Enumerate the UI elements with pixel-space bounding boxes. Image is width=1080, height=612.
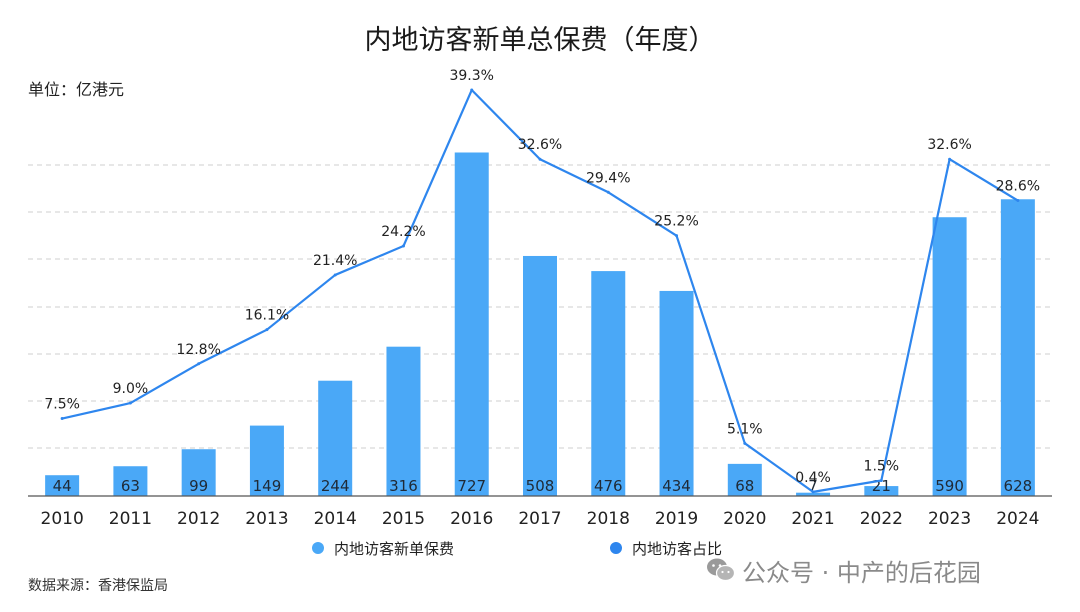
bar-value-label: 44	[53, 477, 72, 495]
x-tick-label: 2015	[382, 509, 425, 529]
x-tick-label: 2024	[996, 509, 1039, 529]
share-value-label: 0.4%	[795, 470, 831, 486]
legend-item-share: 内地访客占比	[610, 538, 722, 558]
x-tick-label: 2017	[518, 509, 561, 529]
share-value-label: 32.6%	[518, 137, 562, 153]
share-point	[743, 441, 747, 445]
share-value-label: 7.5%	[44, 397, 80, 413]
legend-item-premium: 内地访客新单保费	[312, 538, 454, 558]
bar	[659, 290, 694, 496]
share-point	[265, 328, 269, 332]
unit-label: 单位：亿港元	[28, 80, 125, 99]
legend-swatch-premium	[312, 542, 324, 554]
share-value-label: 32.6%	[927, 137, 971, 153]
x-tick-label: 2010	[41, 509, 84, 529]
legend-label-share: 内地访客占比	[632, 539, 723, 558]
bar-value-label: 149	[253, 477, 282, 495]
x-tick-label: 2023	[928, 509, 971, 529]
share-value-label: 12.8%	[176, 342, 220, 358]
share-value-label: 29.4%	[586, 170, 630, 186]
bar-value-label: 99	[189, 477, 208, 495]
x-tick-label: 2019	[655, 509, 698, 529]
bar-value-label: 68	[735, 477, 754, 495]
share-value-label: 21.4%	[313, 253, 357, 269]
source-label: 数据来源：香港保监局	[28, 578, 168, 594]
share-value-label: 1.5%	[864, 459, 900, 475]
bar-value-label: 727	[457, 477, 486, 495]
bar-value-label: 244	[321, 477, 350, 495]
share-point	[811, 490, 815, 494]
share-value-label: 5.1%	[727, 421, 763, 437]
watermark-text: 公众号 · 中产的后花园	[742, 558, 981, 587]
share-point	[879, 479, 883, 483]
bar	[523, 255, 557, 496]
bar	[591, 271, 626, 496]
x-tick-label: 2014	[314, 509, 357, 529]
share-point	[606, 190, 610, 194]
bar	[386, 346, 421, 496]
wechat-icon	[707, 558, 736, 582]
bar-value-label: 508	[526, 477, 555, 495]
bar	[318, 380, 353, 496]
legend-swatch-share	[610, 542, 622, 554]
bar	[932, 217, 967, 496]
bar	[45, 475, 80, 496]
bar-value-label: 476	[594, 477, 623, 495]
bar	[454, 152, 489, 496]
chart-title: 内地访客新单总保费（年度）	[364, 25, 716, 56]
bar	[796, 492, 831, 496]
bar	[181, 449, 216, 496]
bar-value-label: 434	[662, 477, 691, 495]
share-value-label: 28.6%	[996, 179, 1040, 195]
bar-value-label: 590	[935, 477, 964, 495]
legend-label-premium: 内地访客新单保费	[334, 539, 455, 558]
bar-value-label: 628	[1004, 477, 1033, 495]
x-tick-label: 2016	[450, 509, 493, 529]
bar-value-label: 63	[121, 477, 140, 495]
share-point	[538, 157, 542, 161]
bar-value-label: 7	[808, 477, 818, 495]
watermark: 公众号 · 中产的后花园	[706, 553, 981, 587]
share-point	[197, 362, 201, 366]
share-point	[1016, 199, 1020, 203]
bar	[864, 486, 899, 496]
share-point	[60, 417, 64, 421]
share-value-label: 9.0%	[113, 381, 149, 397]
share-value-label: 24.2%	[381, 224, 425, 240]
share-value-label: 39.3%	[449, 68, 493, 84]
bar	[1000, 199, 1035, 496]
x-tick-label: 2018	[587, 509, 630, 529]
x-tick-label: 2021	[791, 509, 834, 529]
x-tick-label: 2022	[860, 509, 903, 529]
share-point	[333, 273, 337, 277]
share-point	[128, 401, 132, 405]
x-tick-label: 2011	[109, 509, 152, 529]
bar	[727, 463, 762, 496]
share-value-label: 25.2%	[654, 214, 698, 230]
share-point	[675, 234, 679, 238]
x-tick-label: 2020	[723, 509, 766, 529]
bar-value-label: 316	[389, 477, 418, 495]
bar	[249, 425, 284, 496]
x-tick-label: 2012	[177, 509, 220, 529]
share-point	[470, 88, 474, 92]
share-value-label: 16.1%	[245, 308, 289, 324]
share-point	[401, 244, 405, 248]
x-tick-label: 2013	[245, 509, 288, 529]
share-point	[948, 157, 952, 161]
bar	[113, 466, 148, 496]
